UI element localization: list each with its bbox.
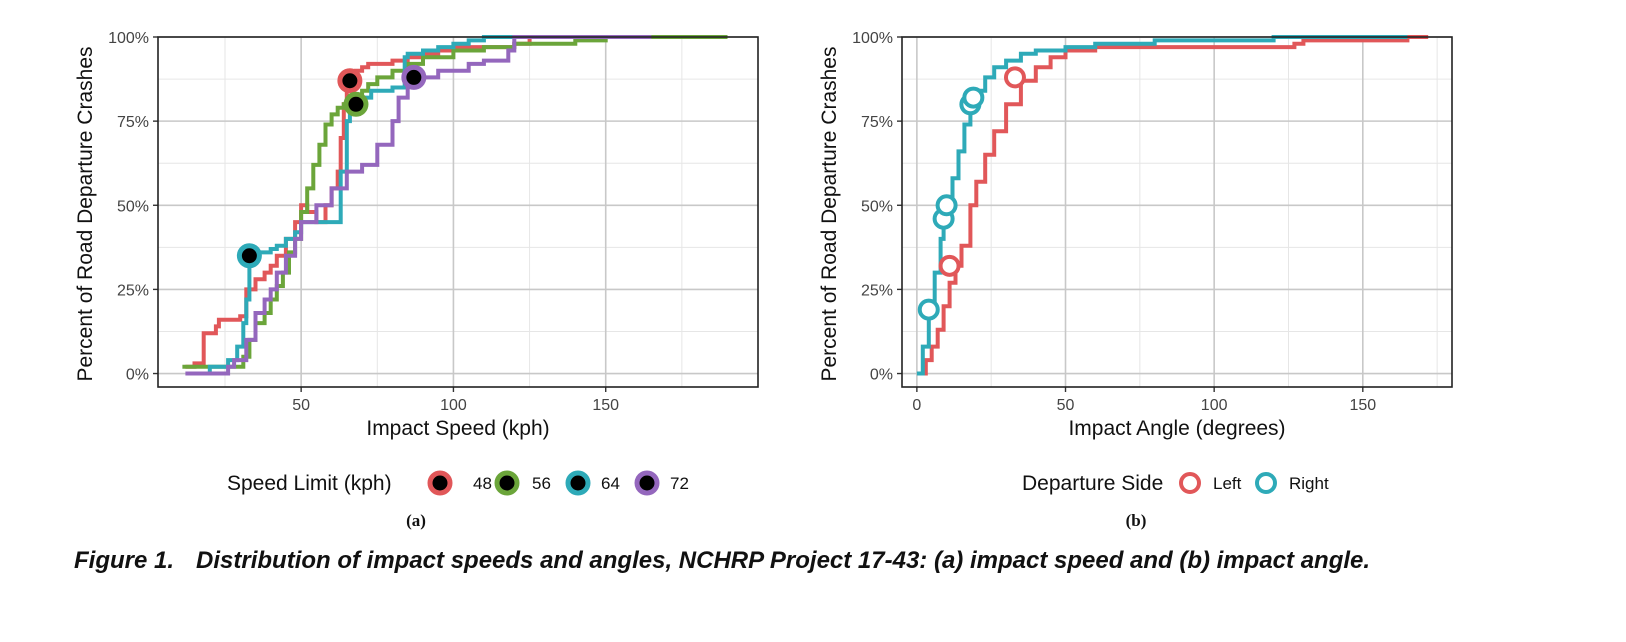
x-axis-title: Impact Speed (kph) — [366, 417, 549, 440]
x-tick-label: 100 — [1201, 397, 1228, 414]
legend-key-56 — [494, 470, 520, 496]
legend-label-64: 64 — [601, 474, 620, 493]
subcaption: (b) — [1126, 511, 1147, 530]
y-tick-label: 100% — [108, 30, 149, 47]
x-tick-label: 0 — [912, 397, 921, 414]
series-line-left — [919, 35, 1429, 376]
series-marker-right — [917, 298, 940, 321]
y-axis-title: Percent of Road Departure Crashes — [74, 46, 97, 381]
legend-label-left: Left — [1213, 474, 1242, 493]
chart-impact-speed: 50 100 150 0% 25% 50% 75% 100% Impact Speed (kph… — [74, 30, 759, 530]
legend-label-right: Right — [1289, 474, 1329, 493]
series-marker-48 — [337, 68, 363, 94]
legend: Departure Side Left Right — [1022, 472, 1329, 495]
legend-title: Departure Side — [1022, 472, 1163, 495]
x-tick-label: 150 — [592, 397, 619, 414]
legend-key-left — [1179, 472, 1201, 494]
y-tick-label: 100% — [852, 30, 893, 47]
series-marker-right — [935, 194, 958, 217]
series-line-72 — [185, 35, 652, 376]
series-marker-72 — [401, 64, 427, 90]
legend-label-72: 72 — [670, 474, 689, 493]
subcaption: (a) — [406, 511, 426, 530]
y-tick-label: 25% — [117, 282, 149, 299]
x-tick-label: 50 — [292, 397, 310, 414]
y-tick-label: 25% — [861, 282, 893, 299]
x-tick-label: 50 — [1057, 397, 1075, 414]
x-tick-label: 100 — [440, 397, 467, 414]
legend-title: Speed Limit (kph) — [227, 472, 392, 495]
plot-border — [901, 36, 1453, 388]
y-tick-label: 0% — [126, 367, 149, 384]
figure-caption: Figure 1. Distribution of impact speeds a… — [74, 547, 1370, 575]
legend-key-64 — [565, 470, 591, 496]
series-marker-56 — [343, 91, 369, 117]
series-line-56 — [182, 35, 728, 369]
y-tick-label: 50% — [117, 198, 149, 215]
legend-key-right — [1255, 472, 1277, 494]
series-marker-64 — [236, 243, 262, 269]
legend-key-48 — [427, 470, 453, 496]
series-marker-left — [938, 254, 961, 277]
x-tick-label: 150 — [1349, 397, 1376, 414]
x-axis-title: Impact Angle (degrees) — [1068, 417, 1285, 440]
y-tick-label: 50% — [861, 198, 893, 215]
chart-impact-angle: 0 50 100 150 0% 25% 50% 75% 100% Impact Angle (de… — [818, 30, 1453, 530]
legend: Speed Limit (kph) 48 56 64 72 — [227, 470, 689, 496]
plot-border — [157, 36, 759, 388]
figure-number: Figure 1. — [74, 547, 175, 574]
figure-caption-text: Distribution of impact speeds and angles… — [196, 547, 1371, 574]
legend-label-56: 56 — [532, 474, 551, 493]
series-marker-left — [1003, 66, 1026, 89]
series-marker-right — [962, 86, 985, 109]
y-tick-label: 75% — [117, 114, 149, 131]
legend-label-48: 48 — [473, 474, 492, 493]
plot-background — [158, 37, 758, 387]
plot-background — [902, 37, 1452, 387]
y-axis-title: Percent of Road Departure Crashes — [818, 46, 841, 381]
y-tick-label: 0% — [870, 367, 893, 384]
y-tick-label: 75% — [861, 114, 893, 131]
legend-key-72 — [634, 470, 660, 496]
